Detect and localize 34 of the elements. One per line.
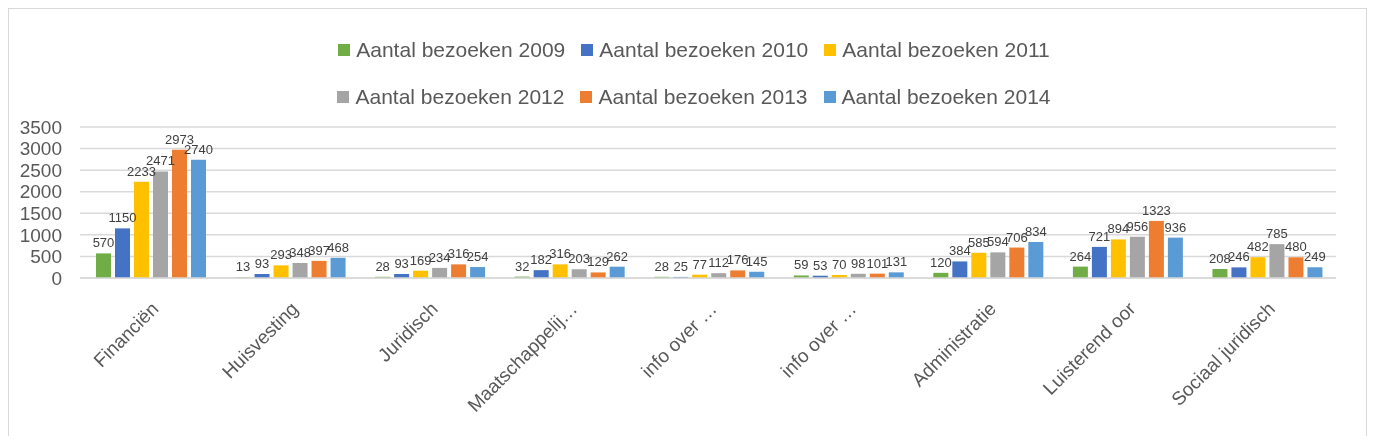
y-tick-label: 500 <box>30 246 62 268</box>
data-label: 182 <box>530 252 553 268</box>
data-label: 77 <box>692 256 707 272</box>
data-label: 25 <box>673 258 688 274</box>
legend-label: Aantal bezoeken 2012 <box>355 84 565 110</box>
data-label: 93 <box>394 255 409 271</box>
data-label: 264 <box>1069 248 1092 264</box>
data-label: 32 <box>514 258 530 274</box>
data-label: 28 <box>375 258 390 274</box>
data-label: 98 <box>851 255 866 271</box>
legend-label: Aantal bezoeken 2010 <box>599 37 809 63</box>
y-tick-label: 2500 <box>19 159 62 181</box>
y-tick-label: 0 <box>51 267 62 289</box>
legend-label: Aantal bezoeken 2013 <box>598 84 808 110</box>
data-label: 785 <box>1266 226 1288 242</box>
data-label: 936 <box>1164 219 1187 235</box>
data-label: 1323 <box>1141 202 1171 218</box>
data-label: 28 <box>654 258 669 274</box>
x-tick-label: info over … <box>637 297 721 382</box>
y-tick-label: 3500 <box>19 116 62 138</box>
legend-label: Aantal bezoeken 2009 <box>356 37 566 63</box>
x-tick-label: info over … <box>776 297 861 382</box>
data-label: 53 <box>813 257 828 273</box>
data-label: 93 <box>254 255 270 271</box>
data-label: 70 <box>832 256 847 272</box>
y-tick-label: 1500 <box>19 203 62 225</box>
y-tick-label: 3000 <box>19 138 62 160</box>
data-label: 59 <box>794 257 809 273</box>
y-tick-label: 2000 <box>19 181 62 203</box>
legend-label: Aantal bezoeken 2011 <box>842 37 1050 63</box>
data-label: 570 <box>92 235 115 251</box>
legend-label: Aantal bezoeken 2014 <box>841 84 1051 110</box>
data-label: 13 <box>235 259 251 275</box>
y-tick-label: 1000 <box>19 224 62 246</box>
